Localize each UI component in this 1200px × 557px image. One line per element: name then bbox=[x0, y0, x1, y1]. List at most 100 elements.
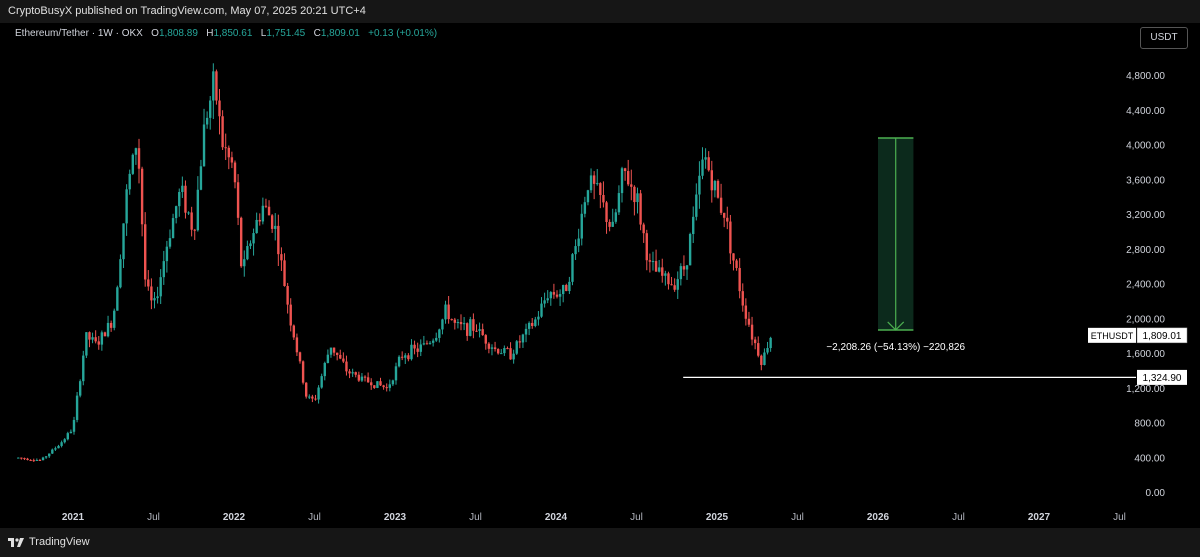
candle-body bbox=[171, 218, 175, 239]
candle-body bbox=[212, 71, 215, 101]
currency-button[interactable]: USDT bbox=[1140, 27, 1188, 49]
candle-body bbox=[713, 180, 717, 191]
candle-body bbox=[277, 225, 280, 255]
candle-body bbox=[413, 344, 416, 349]
candle-body bbox=[69, 431, 73, 434]
open-value: 1,808.89 bbox=[158, 28, 198, 39]
y-tick-label: 3,600.00 bbox=[1126, 175, 1165, 186]
last-price-tag bbox=[1136, 327, 1188, 344]
candle-body bbox=[394, 366, 398, 381]
last-price-label: 1,809.01 bbox=[1143, 331, 1182, 342]
candle-body bbox=[119, 259, 122, 288]
candle-body bbox=[546, 298, 549, 301]
candle-body bbox=[66, 433, 69, 440]
candle-body bbox=[543, 300, 546, 304]
candle-body bbox=[586, 190, 590, 203]
x-tick-label: 2023 bbox=[384, 512, 407, 523]
candle-body bbox=[744, 305, 748, 319]
candle-body bbox=[150, 286, 153, 301]
candle-body bbox=[351, 372, 354, 374]
candle-body bbox=[199, 166, 203, 190]
candle-body bbox=[645, 233, 648, 261]
candle-body bbox=[760, 355, 763, 365]
candle-body bbox=[639, 193, 642, 225]
candle-body bbox=[682, 266, 686, 270]
candle-body bbox=[518, 341, 522, 343]
tradingview-logo-icon bbox=[8, 537, 24, 547]
candle-body bbox=[521, 334, 525, 343]
candle-body bbox=[769, 337, 772, 349]
candle-body bbox=[741, 291, 744, 306]
chart-area[interactable]: 2021 Jul 2022 Jul 2023 Jul 2024 Jul 2025 Jul 2026 J… bbox=[8, 23, 1192, 528]
candle-body bbox=[620, 168, 624, 194]
candlestick-chart[interactable]: 2021 Jul 2022 Jul 2023 Jul 2024 Jul 2025 Jul 2026 J… bbox=[8, 23, 1192, 528]
candle-body bbox=[88, 332, 91, 340]
candle-body bbox=[400, 356, 404, 358]
drawings-layer: 1,324.90 ETHUSDT 1,809.01 −2,208.26 (−54.13… bbox=[683, 137, 1188, 385]
candle-body bbox=[490, 347, 494, 349]
candle-body bbox=[78, 381, 82, 396]
candle-body bbox=[605, 202, 608, 222]
symbol-tag bbox=[1088, 327, 1136, 343]
candle-body bbox=[153, 298, 156, 301]
close-label: C bbox=[313, 28, 321, 39]
candle-body bbox=[688, 234, 692, 266]
candle-body bbox=[407, 355, 410, 360]
y-tick-label: 800.00 bbox=[1134, 419, 1165, 430]
tradingview-logo[interactable]: TradingView bbox=[8, 528, 90, 557]
support-price-tag bbox=[1137, 369, 1187, 385]
candle-body bbox=[459, 322, 463, 325]
candle-body bbox=[224, 147, 227, 149]
candle-body bbox=[627, 171, 630, 185]
candle-body bbox=[552, 292, 556, 295]
candle-body bbox=[456, 322, 460, 324]
candle-body bbox=[580, 213, 583, 239]
y-tick-label: 2,400.00 bbox=[1126, 280, 1165, 291]
x-tick-label: Jul bbox=[469, 512, 482, 523]
candle-body bbox=[255, 219, 258, 234]
x-tick-label: 2021 bbox=[62, 512, 85, 523]
candle-body bbox=[57, 445, 60, 449]
candle-body bbox=[230, 157, 234, 163]
candle-body bbox=[85, 332, 88, 356]
candle-body bbox=[676, 279, 679, 290]
candle-body bbox=[280, 254, 283, 261]
candle-body bbox=[335, 352, 339, 355]
candle-body bbox=[654, 261, 658, 272]
x-tick-label: Jul bbox=[952, 512, 965, 523]
candle-body bbox=[301, 361, 305, 383]
candle-body bbox=[187, 212, 190, 214]
candle-body bbox=[63, 439, 66, 443]
candle-body bbox=[156, 296, 159, 299]
candle-body bbox=[354, 372, 357, 375]
candle-body bbox=[537, 316, 540, 320]
candle-body bbox=[339, 354, 342, 359]
x-tick-label: 2025 bbox=[706, 512, 729, 523]
candle-body bbox=[614, 212, 618, 222]
y-tick-label: 4,800.00 bbox=[1126, 71, 1165, 82]
candle-body bbox=[243, 259, 246, 267]
high-value: 1,850.61 bbox=[213, 28, 253, 39]
ohlc-legend: Ethereum/Tether · 1W · OKX O1,808.89 H1,… bbox=[15, 28, 437, 39]
candle-body bbox=[382, 385, 385, 388]
candle-body bbox=[23, 458, 26, 460]
candle-body bbox=[113, 310, 116, 328]
candle-body bbox=[506, 348, 509, 350]
candle-body bbox=[267, 206, 271, 216]
candle-body bbox=[657, 267, 661, 272]
candle-body bbox=[419, 344, 422, 352]
candle-body bbox=[103, 332, 107, 337]
y-tick-label: 4,000.00 bbox=[1126, 141, 1165, 152]
candle-body bbox=[698, 175, 701, 195]
candle-body bbox=[41, 457, 45, 461]
candle-body bbox=[308, 396, 311, 398]
candle-body bbox=[26, 458, 29, 461]
candle-body bbox=[735, 260, 738, 269]
candle-body bbox=[320, 376, 323, 388]
candle-body bbox=[196, 189, 200, 231]
candle-body bbox=[283, 260, 286, 287]
candle-body bbox=[438, 329, 441, 338]
candle-body bbox=[298, 352, 302, 362]
candle-body bbox=[484, 335, 487, 344]
candle-body bbox=[568, 281, 571, 292]
